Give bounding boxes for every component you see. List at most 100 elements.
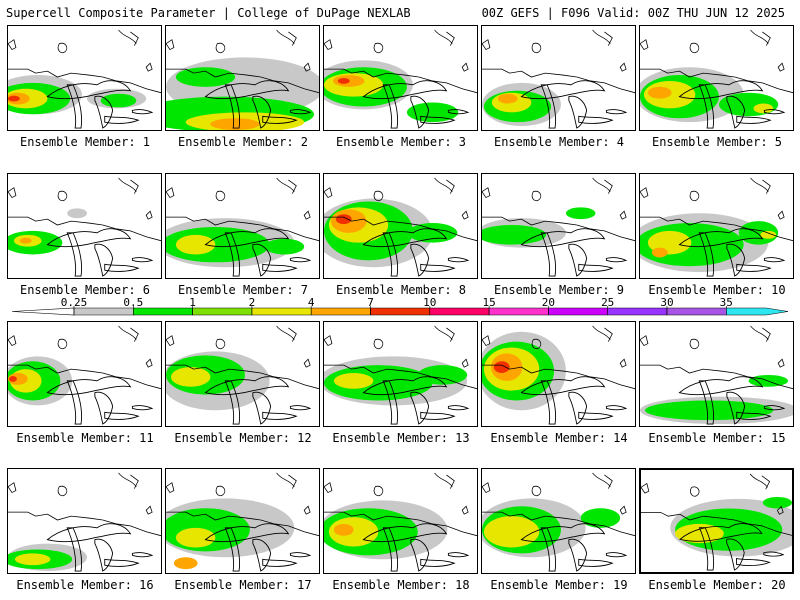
coastline xyxy=(276,177,297,194)
ensemble-panel-3[interactable] xyxy=(323,25,478,131)
coastline xyxy=(102,519,161,537)
lake-outline xyxy=(726,95,746,129)
coastline xyxy=(619,358,627,368)
lake-outline xyxy=(568,391,588,425)
ensemble-panel-18[interactable] xyxy=(323,468,478,574)
scp-field xyxy=(8,95,20,102)
lake-outline xyxy=(289,552,312,558)
panel-caption: Ensemble Member: 6 xyxy=(19,283,151,297)
ensemble-panel-8[interactable] xyxy=(323,173,478,279)
scp-field xyxy=(337,78,350,84)
coastline xyxy=(57,338,68,350)
ensemble-panel-13[interactable] xyxy=(323,321,478,427)
panel-map xyxy=(8,472,161,572)
colorbar-swatch xyxy=(310,307,371,316)
coastline xyxy=(145,62,153,72)
coastline xyxy=(166,39,175,51)
coastline xyxy=(434,325,455,342)
lake-outline xyxy=(252,538,272,572)
coastline xyxy=(166,216,261,226)
ensemble-panel-6[interactable] xyxy=(7,173,162,279)
coastline xyxy=(619,505,627,515)
scp-field xyxy=(760,230,777,239)
coastline xyxy=(461,358,469,368)
coastline xyxy=(734,224,793,242)
lake-outline xyxy=(420,115,456,124)
scp-field xyxy=(417,365,468,385)
lake-outline xyxy=(262,115,298,124)
coastline xyxy=(215,485,226,497)
ensemble-panel-20[interactable] xyxy=(639,468,794,574)
coastline xyxy=(303,210,311,220)
ensemble-panel-19[interactable] xyxy=(481,468,636,574)
coastline xyxy=(734,519,792,536)
coastline xyxy=(324,216,419,226)
ensemble-panel-16[interactable] xyxy=(7,468,162,574)
coastline xyxy=(8,511,103,521)
lake-outline xyxy=(131,257,154,263)
coastline xyxy=(166,482,175,494)
coastline xyxy=(640,335,649,347)
panel-map xyxy=(166,325,319,425)
coastline xyxy=(461,210,469,220)
scp-field xyxy=(173,557,198,570)
coastline xyxy=(8,39,17,51)
scp-field xyxy=(14,553,51,566)
ensemble-panel-11[interactable] xyxy=(7,321,162,427)
coastline xyxy=(260,372,319,390)
panel-map xyxy=(324,472,477,572)
coastline xyxy=(166,364,261,374)
lake-outline xyxy=(224,84,240,129)
ensemble-panel-15[interactable] xyxy=(639,321,794,427)
lake-outline xyxy=(763,257,786,263)
ensemble-panel-2[interactable] xyxy=(165,25,320,131)
colorbar-swatch xyxy=(192,307,253,316)
panel-map xyxy=(640,177,793,277)
lake-outline xyxy=(605,552,628,558)
ensemble-panel-12[interactable] xyxy=(165,321,320,427)
colorbar-tick-label: 10 xyxy=(423,296,436,309)
ensemble-panel-1[interactable] xyxy=(7,25,162,131)
scp-field xyxy=(67,208,87,219)
colorbar-svg: 0.25 0.5 1 2 4 7 10 15 20 25 30 35 xyxy=(12,296,788,316)
ensemble-panel-10[interactable] xyxy=(639,173,794,279)
coastline xyxy=(777,62,785,72)
colorbar-tick-label: 2 xyxy=(249,296,256,309)
lake-outline xyxy=(447,109,470,115)
scp-field xyxy=(8,373,28,385)
coastline xyxy=(276,472,297,489)
lake-outline xyxy=(46,80,132,100)
ensemble-panel-14[interactable] xyxy=(481,321,636,427)
ensemble-panel-17[interactable] xyxy=(165,468,320,574)
lake-outline xyxy=(540,232,556,277)
lake-outline xyxy=(224,232,240,277)
ensemble-panel-4[interactable] xyxy=(481,25,636,131)
lake-outline xyxy=(578,263,614,272)
lake-outline xyxy=(763,109,786,115)
coastline xyxy=(640,216,735,226)
lake-outline xyxy=(736,411,772,420)
lake-outline xyxy=(382,84,398,129)
lake-outline xyxy=(104,115,140,124)
panel-caption: Ensemble Member: 12 xyxy=(174,431,312,445)
panel-caption: Ensemble Member: 10 xyxy=(648,283,786,297)
lake-outline xyxy=(678,376,764,396)
coastline xyxy=(750,177,771,194)
coastline xyxy=(8,68,103,78)
colorbar-tick-label: 35 xyxy=(720,296,733,309)
ensemble-panel-7[interactable] xyxy=(165,173,320,279)
lake-outline xyxy=(410,391,430,425)
lake-outline xyxy=(362,523,448,543)
coastline xyxy=(145,358,153,368)
lake-outline xyxy=(763,551,785,557)
ensemble-panel-5[interactable] xyxy=(639,25,794,131)
lake-outline xyxy=(726,538,745,571)
panel-map xyxy=(166,472,319,572)
lake-outline xyxy=(698,232,714,277)
panel-caption: Ensemble Member: 7 xyxy=(177,283,309,297)
coastline xyxy=(118,177,139,194)
coastline xyxy=(592,177,613,194)
lake-outline xyxy=(204,80,290,100)
ensemble-panel-9[interactable] xyxy=(481,173,636,279)
coastline xyxy=(592,472,613,489)
